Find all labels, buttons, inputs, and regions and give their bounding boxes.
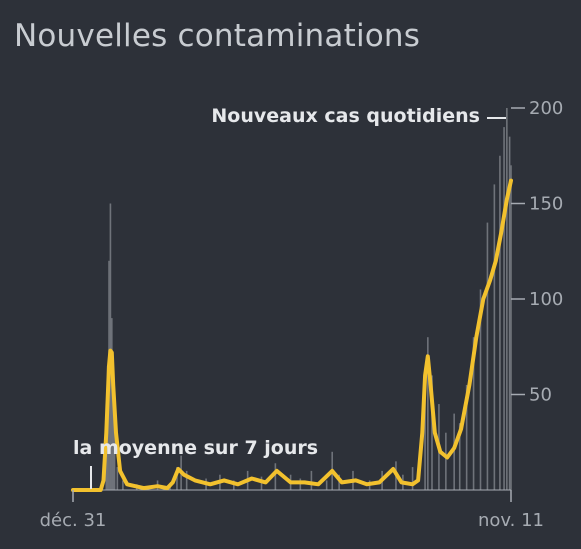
x-tick-label: déc. 31 <box>40 510 107 531</box>
daily-case-bar <box>479 289 482 490</box>
daily-case-bar <box>506 108 508 490</box>
daily-case-bar <box>113 432 116 490</box>
daily-case-bar <box>445 432 447 490</box>
y-tick-label: 150 <box>529 194 563 215</box>
annotation-daily-cases: Nouveaux cas quotidiens <box>211 105 480 127</box>
daily-case-bar <box>232 480 235 490</box>
daily-case-bar <box>458 423 461 490</box>
daily-case-bar <box>508 136 511 490</box>
daily-case-bar <box>310 470 313 490</box>
daily-case-bar <box>260 476 263 490</box>
daily-case-bar <box>112 375 114 490</box>
x-tick-label: nov. 11 <box>478 510 544 531</box>
daily-case-bar <box>431 375 433 490</box>
daily-case-bar <box>185 470 188 490</box>
daily-case-bar <box>274 463 277 490</box>
avg-7d-line <box>71 178 513 492</box>
daily-case-bar <box>472 337 475 490</box>
daily-case-bar <box>510 165 512 491</box>
daily-case-bar <box>499 155 501 490</box>
daily-case-bar <box>111 318 113 490</box>
daily-case-bar <box>453 413 455 490</box>
daily-case-bar <box>465 384 468 490</box>
annotation-avg-7d: la moyenne sur 7 jours <box>73 437 318 459</box>
y-tick-label: 50 <box>529 385 552 406</box>
y-tick-label: 200 <box>529 98 563 119</box>
daily-case-bar <box>503 127 505 490</box>
y-tick-label: 100 <box>529 289 563 310</box>
daily-case-bar <box>109 203 112 490</box>
daily-case-bar <box>176 467 178 490</box>
daily-case-bar <box>122 480 124 490</box>
daily-case-bar <box>338 474 340 490</box>
daily-case-bar <box>493 184 496 490</box>
daily-case-bar <box>486 222 489 490</box>
daily-case-bar <box>424 394 426 490</box>
daily-case-bar <box>427 337 429 490</box>
daily-case-bar <box>411 467 414 490</box>
daily-case-bar <box>116 467 119 490</box>
daily-case-bar <box>325 480 328 490</box>
chart-title: Nouvelles contaminations <box>14 18 421 54</box>
